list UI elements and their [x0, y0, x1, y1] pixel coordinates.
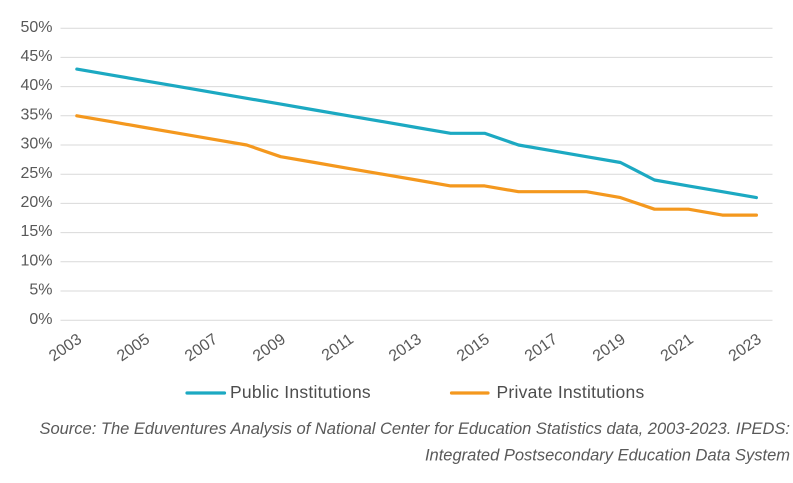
svg-text:25%: 25% [20, 165, 52, 182]
svg-text:20%: 20% [20, 194, 52, 211]
svg-text:50%: 50% [20, 19, 52, 36]
svg-text:40%: 40% [20, 77, 52, 94]
svg-text:45%: 45% [20, 48, 52, 65]
svg-text:5%: 5% [29, 282, 52, 299]
svg-text:15%: 15% [20, 223, 52, 240]
svg-text:Private Institutions: Private Institutions [497, 382, 645, 402]
svg-text:10%: 10% [20, 252, 52, 269]
svg-text:0%: 0% [29, 311, 52, 328]
svg-text:30%: 30% [20, 136, 52, 153]
svg-text:Source: The Eduventures Analys: Source: The Eduventures Analysis of Nati… [39, 420, 790, 438]
svg-text:Public Institutions: Public Institutions [230, 382, 371, 402]
svg-text:Integrated Postsecondary Educa: Integrated Postsecondary Education Data … [425, 447, 790, 465]
svg-text:35%: 35% [20, 106, 52, 123]
